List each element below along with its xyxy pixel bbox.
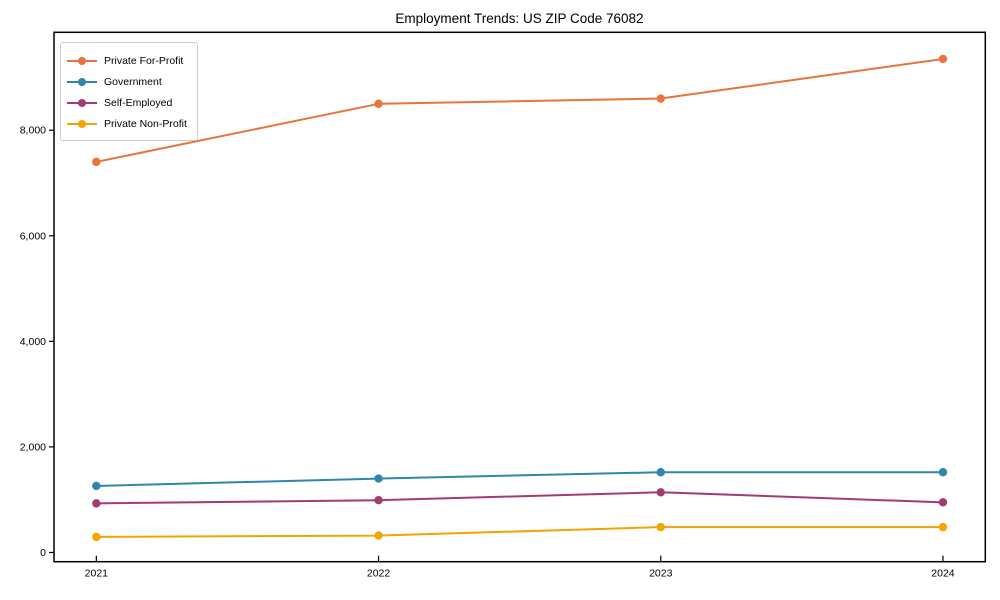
legend-label: Private For-Profit (104, 54, 184, 67)
data-point-marker-icon (374, 99, 383, 109)
y-tick-label: 0 (40, 547, 46, 559)
y-tick-label: 2,000 (20, 441, 46, 453)
legend-line-marker-icon (67, 56, 97, 65)
data-point-marker-icon (92, 499, 101, 508)
legend-label: Self-Employed (104, 96, 173, 109)
y-tick-label: 4,000 (20, 336, 46, 348)
x-tick-label: 2023 (649, 568, 673, 580)
legend-entry: Government (67, 71, 187, 92)
data-point-marker-icon (938, 54, 948, 64)
x-tick-label: 2024 (931, 568, 955, 580)
series-line (95, 526, 944, 538)
series-line (95, 471, 944, 487)
data-point-marker-icon (92, 532, 101, 542)
legend-label: Government (104, 75, 162, 88)
x-tick-label: 2022 (367, 568, 391, 580)
data-point-marker-icon (938, 522, 948, 532)
data-point-marker-icon (656, 522, 665, 532)
data-point-marker-icon (92, 157, 101, 167)
data-point-marker-icon (92, 481, 101, 491)
legend-line-marker-icon (67, 119, 97, 128)
chart-title: Employment Trends: US ZIP Code 76082 (395, 11, 644, 26)
data-point-marker-icon (374, 474, 383, 483)
data-point-marker-icon (374, 531, 383, 540)
data-point-marker-icon (656, 488, 665, 497)
legend-entry: Private Non-Profit (67, 113, 187, 134)
data-point-marker-icon (938, 468, 948, 477)
legend-line-marker-icon (67, 77, 97, 86)
axes-frame (53, 31, 987, 563)
data-point-marker-icon (374, 496, 383, 505)
legend-entry: Private For-Profit (67, 50, 187, 71)
legend-line-marker-icon (67, 98, 97, 107)
legend-entry: Self-Employed (67, 92, 187, 113)
legend: Private For-Profit Government Self-Employe… (60, 42, 198, 141)
data-point-marker-icon (656, 94, 665, 103)
series-line (95, 491, 944, 505)
series-line (95, 57, 944, 163)
y-tick-label: 8,000 (20, 125, 46, 137)
y-tick-label: 6,000 (20, 230, 46, 242)
legend-label: Private Non-Profit (104, 117, 187, 130)
data-point-marker-icon (938, 498, 948, 507)
x-tick-label: 2021 (85, 568, 109, 580)
data-point-marker-icon (656, 468, 665, 477)
